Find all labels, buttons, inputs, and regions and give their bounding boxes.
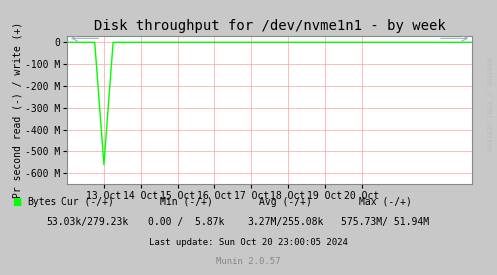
Text: Max (-/+): Max (-/+) <box>359 197 412 207</box>
Text: Avg (-/+): Avg (-/+) <box>259 197 312 207</box>
Text: ■: ■ <box>12 197 22 207</box>
Text: 0.00 /  5.87k: 0.00 / 5.87k <box>148 217 225 227</box>
Text: Cur (-/+): Cur (-/+) <box>61 197 113 207</box>
Text: 575.73M/ 51.94M: 575.73M/ 51.94M <box>341 217 429 227</box>
Text: Munin 2.0.57: Munin 2.0.57 <box>216 257 281 266</box>
Text: 3.27M/255.08k: 3.27M/255.08k <box>248 217 324 227</box>
Text: RRDTOOL / TOBI OETIKER: RRDTOOL / TOBI OETIKER <box>485 58 491 151</box>
Title: Disk throughput for /dev/nvme1n1 - by week: Disk throughput for /dev/nvme1n1 - by we… <box>94 19 445 33</box>
Text: Last update: Sun Oct 20 23:00:05 2024: Last update: Sun Oct 20 23:00:05 2024 <box>149 238 348 247</box>
Y-axis label: Pr second read (-) / write (+): Pr second read (-) / write (+) <box>12 22 22 198</box>
Text: 53.03k/279.23k: 53.03k/279.23k <box>46 217 128 227</box>
Text: Bytes: Bytes <box>27 197 57 207</box>
Text: Min (-/+): Min (-/+) <box>160 197 213 207</box>
